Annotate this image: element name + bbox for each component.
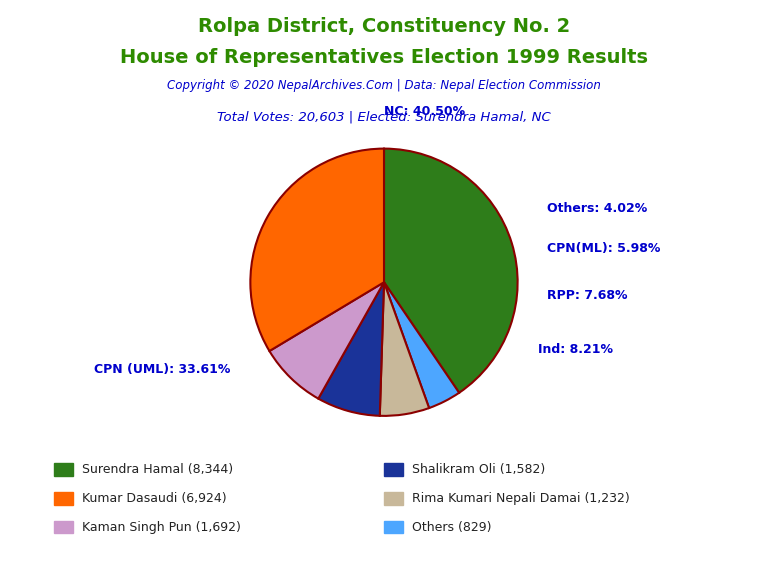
Text: Kaman Singh Pun (1,692): Kaman Singh Pun (1,692) [82, 521, 241, 533]
Wedge shape [250, 149, 384, 351]
Text: Copyright © 2020 NepalArchives.Com | Data: Nepal Election Commission: Copyright © 2020 NepalArchives.Com | Dat… [167, 79, 601, 93]
Text: Rima Kumari Nepali Damai (1,232): Rima Kumari Nepali Damai (1,232) [412, 492, 631, 505]
Text: Ind: 8.21%: Ind: 8.21% [538, 343, 613, 355]
Text: Shalikram Oli (1,582): Shalikram Oli (1,582) [412, 463, 546, 476]
Text: Others (829): Others (829) [412, 521, 492, 533]
Text: RPP: 7.68%: RPP: 7.68% [547, 289, 627, 302]
Text: NC: 40.50%: NC: 40.50% [384, 105, 465, 118]
Text: Surendra Hamal (8,344): Surendra Hamal (8,344) [82, 463, 233, 476]
Text: CPN (UML): 33.61%: CPN (UML): 33.61% [94, 363, 230, 376]
Wedge shape [384, 149, 518, 393]
Text: House of Representatives Election 1999 Results: House of Representatives Election 1999 R… [120, 48, 648, 67]
Wedge shape [318, 282, 384, 416]
Wedge shape [270, 282, 384, 399]
Text: CPN(ML): 5.98%: CPN(ML): 5.98% [547, 242, 660, 255]
Text: Others: 4.02%: Others: 4.02% [547, 202, 647, 215]
Wedge shape [380, 282, 429, 416]
Text: Kumar Dasaudi (6,924): Kumar Dasaudi (6,924) [82, 492, 227, 505]
Text: Rolpa District, Constituency No. 2: Rolpa District, Constituency No. 2 [198, 17, 570, 36]
Text: Total Votes: 20,603 | Elected: Surendra Hamal, NC: Total Votes: 20,603 | Elected: Surendra … [217, 111, 551, 124]
Wedge shape [384, 282, 459, 408]
